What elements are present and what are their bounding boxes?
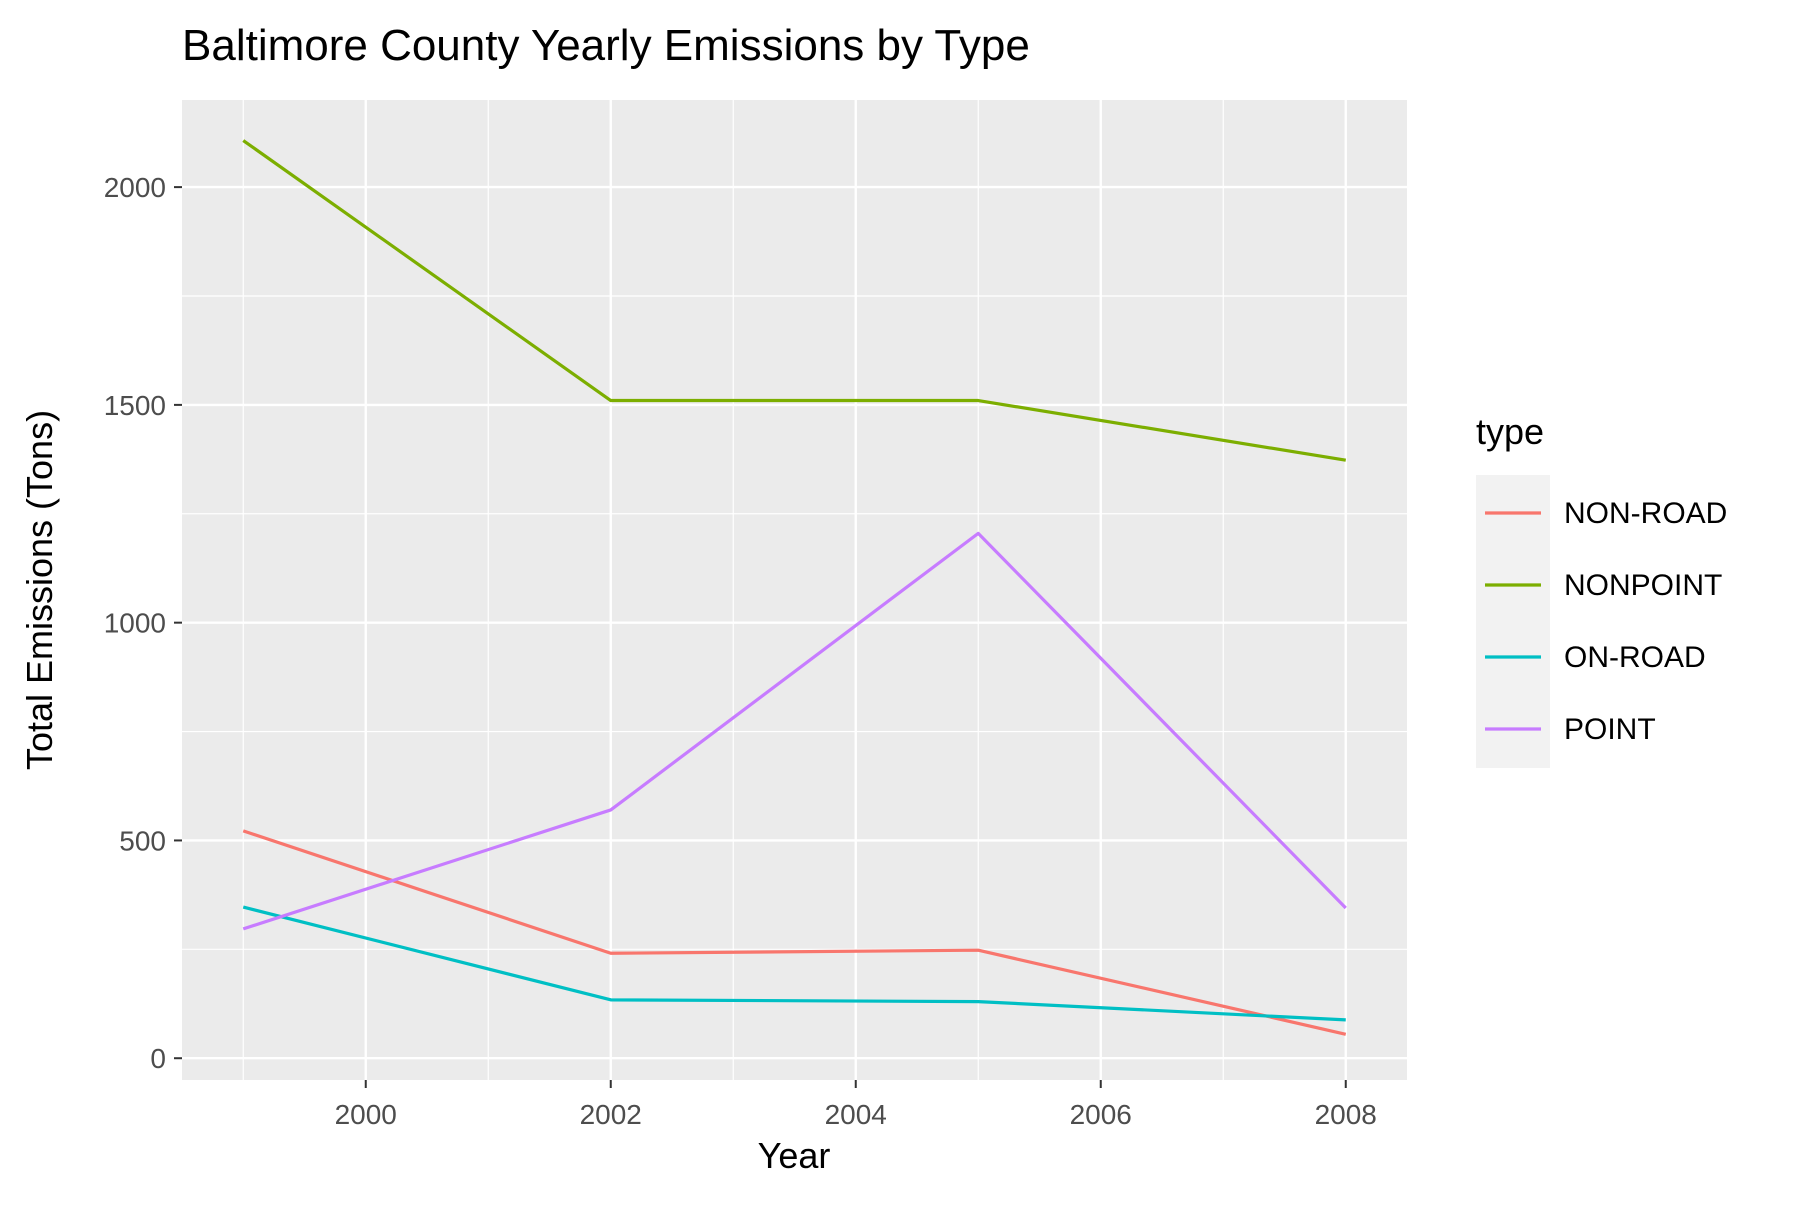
legend-title: type <box>1476 411 1544 452</box>
legend-label-non-road: NON-ROAD <box>1564 497 1727 530</box>
x-axis-label: Year <box>758 1135 831 1176</box>
x-axis-tick-label: 2008 <box>1315 1099 1377 1130</box>
series-line-on-road <box>242 905 1346 1022</box>
y-axis-label: Total Emissions (Tons) <box>19 410 60 770</box>
series-line-point <box>242 531 1347 931</box>
series-line-non-road <box>242 829 1347 1036</box>
x-axis-tick-label: 2000 <box>335 1099 397 1130</box>
grid-major <box>182 100 1407 1080</box>
y-axis-tick-label: 0 <box>150 1043 166 1074</box>
legend-label-on-road: ON-ROAD <box>1564 641 1706 674</box>
y-axis-tick-label: 1000 <box>104 608 166 639</box>
x-axis-tick-label: 2002 <box>580 1099 642 1130</box>
legend-label-nonpoint: NONPOINT <box>1564 569 1722 602</box>
chart-title: Baltimore County Yearly Emissions by Typ… <box>182 21 1030 70</box>
x-axis-tick-label: 2004 <box>825 1099 887 1130</box>
legend-label-point: POINT <box>1564 713 1656 746</box>
y-axis-tick-label: 1500 <box>104 390 166 421</box>
x-axis-tick-label: 2006 <box>1070 1099 1132 1130</box>
legend: type NON-ROAD NONPOINT ON-ROAD POINT <box>1476 411 1727 768</box>
y-axis: 0 500 1000 1500 2000 <box>104 172 182 1074</box>
series-lines <box>242 139 1347 1036</box>
x-axis: 2000 2002 2004 2006 2008 <box>335 1080 1377 1130</box>
plot-panel <box>182 100 1407 1080</box>
legend-box <box>1476 475 1550 768</box>
grid-minor <box>182 100 1407 1080</box>
y-axis-tick-label: 2000 <box>104 172 166 203</box>
series-line-nonpoint <box>242 139 1347 462</box>
legend-items: NON-ROAD NONPOINT ON-ROAD POINT <box>1485 497 1727 746</box>
y-axis-tick-label: 500 <box>119 825 166 856</box>
